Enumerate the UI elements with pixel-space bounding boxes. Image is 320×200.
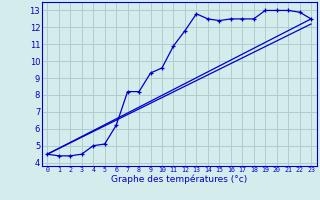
X-axis label: Graphe des températures (°c): Graphe des températures (°c) bbox=[111, 175, 247, 184]
